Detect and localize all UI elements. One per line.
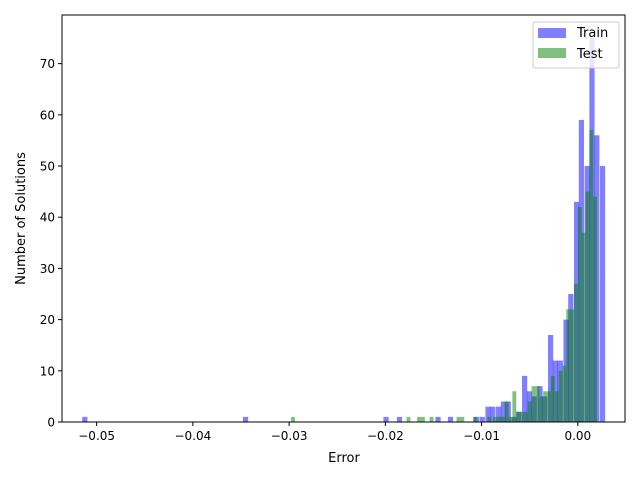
bar-test-29 — [570, 309, 574, 422]
bar-test-27 — [562, 365, 567, 422]
x-tick-label: −0.02 — [367, 429, 404, 443]
bar-train-11 — [500, 401, 507, 422]
bar-test-32 — [581, 232, 586, 422]
bar-test-16 — [520, 411, 524, 422]
bar-train-30 — [599, 166, 606, 422]
bar-test-23 — [547, 391, 551, 422]
legend-swatch-train — [538, 28, 566, 38]
bar-test-9 — [493, 416, 497, 422]
bar-test-6 — [460, 416, 465, 422]
y-tick-label: 30 — [40, 262, 55, 276]
x-tick-label: −0.03 — [271, 429, 308, 443]
y-tick-label: 60 — [40, 108, 55, 122]
x-axis-label: Error — [328, 451, 360, 466]
bars-group — [82, 38, 606, 422]
y-tick-label: 70 — [40, 57, 55, 71]
bar-test-15 — [516, 411, 521, 422]
x-tick-label: −0.01 — [463, 429, 500, 443]
legend-label-train: Train — [576, 26, 608, 41]
y-axis-label: Number of Solutions — [14, 152, 29, 285]
bar-test-13 — [508, 416, 513, 422]
axes-spines — [61, 14, 626, 423]
bar-test-18 — [527, 401, 532, 422]
bar-train-10 — [496, 406, 502, 422]
bar-test-34 — [589, 130, 594, 422]
bar-test-26 — [558, 370, 563, 422]
bar-test-22 — [543, 391, 548, 422]
axes-frame — [61, 14, 626, 423]
bar-test-5 — [456, 416, 461, 422]
bar-test-11 — [500, 416, 505, 422]
x-axis: −0.05 −0.04 −0.03 −0.02 −0.01 0.00 — [78, 422, 591, 443]
x-tick-label: −0.04 — [174, 429, 211, 443]
bar-test-24 — [550, 375, 555, 422]
bar-train-0 — [82, 416, 88, 422]
series-test — [291, 130, 598, 422]
bar-train-20 — [548, 334, 554, 422]
bar-test-33 — [585, 191, 590, 422]
bar-test-17 — [523, 411, 528, 422]
bar-train-5 — [447, 416, 454, 422]
legend-swatch-test — [538, 48, 566, 58]
bar-test-1 — [406, 416, 411, 422]
y-tick-label: 50 — [40, 160, 55, 174]
bar-test-7 — [472, 416, 477, 422]
bar-train-3 — [396, 416, 403, 422]
x-tick-label: 0.00 — [564, 429, 591, 443]
bar-test-19 — [531, 386, 536, 422]
bar-train-9 — [490, 406, 496, 422]
bar-test-0 — [291, 416, 295, 422]
bar-test-3 — [420, 416, 425, 422]
bar-test-28 — [566, 309, 571, 422]
y-tick-label: 20 — [40, 313, 55, 327]
bar-test-31 — [577, 206, 582, 422]
y-tick-label: 40 — [40, 211, 55, 225]
bar-test-21 — [539, 396, 544, 422]
legend-label-test: Test — [576, 47, 603, 62]
bar-train-1 — [242, 416, 249, 422]
bar-train-2 — [383, 416, 389, 422]
plot-area — [62, 15, 625, 422]
bar-train-4 — [435, 416, 441, 422]
bar-test-25 — [554, 391, 559, 422]
bar-test-4 — [429, 416, 434, 422]
bar-test-30 — [573, 283, 578, 422]
bar-test-10 — [497, 416, 501, 422]
x-tick-label: −0.05 — [78, 429, 115, 443]
legend: Train Test — [532, 21, 620, 69]
bar-test-20 — [535, 386, 540, 422]
bar-test-2 — [417, 416, 421, 422]
y-tick-label: 0 — [47, 416, 55, 430]
y-tick-label: 10 — [40, 364, 55, 378]
bar-test-14 — [512, 391, 517, 422]
bar-test-8 — [487, 416, 492, 422]
bar-train-15 — [522, 375, 528, 422]
bar-test-12 — [504, 401, 509, 422]
bar-train-7 — [479, 416, 485, 422]
bar-test-35 — [593, 196, 598, 422]
y-axis: 0 10 20 30 40 50 60 70 — [40, 57, 62, 430]
bar-train-8 — [485, 406, 491, 422]
